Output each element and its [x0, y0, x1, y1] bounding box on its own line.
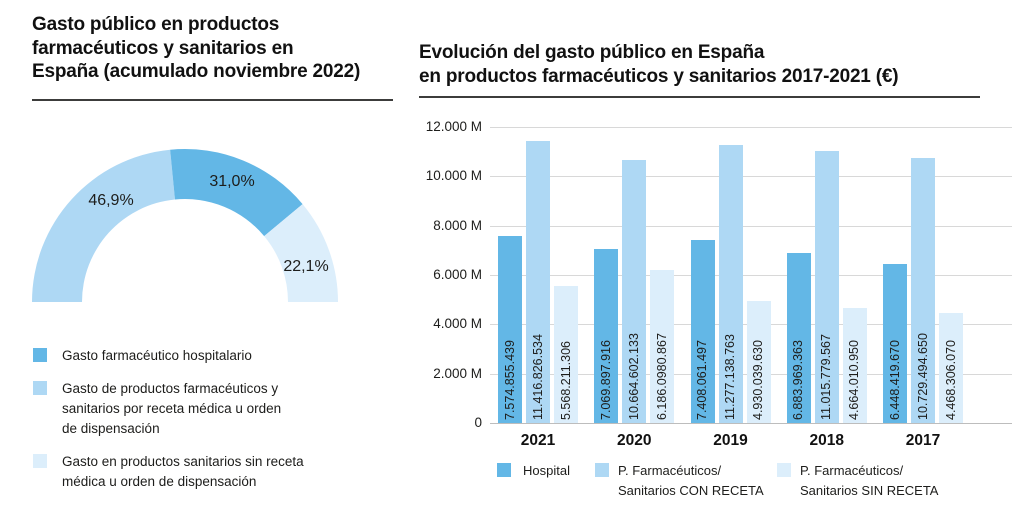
bar-2019-series-1 [718, 144, 743, 423]
bar-2021-series-0 [498, 236, 522, 423]
bar-2019-series-2 [746, 301, 771, 423]
bar-legend-label-0: Hospital [523, 463, 570, 478]
donut-percent-label-2: 22,1% [283, 258, 329, 275]
bar-2020-series-1 [622, 159, 647, 423]
bar-2020-series-0 [594, 248, 619, 423]
right-chart-title: Evolución del gasto público en España en… [419, 41, 899, 89]
bar-value-label: 6.186.0980.867 [654, 333, 669, 420]
bar-2018-series-0 [786, 253, 811, 423]
legend-swatch-icon [33, 381, 47, 395]
bar-2021-series-2 [554, 285, 578, 423]
legend-swatch-icon [33, 454, 47, 468]
bar-2017-series-0 [883, 263, 907, 423]
donut-segment-2 [264, 204, 338, 302]
bar-value-label: 7.069.897.916 [598, 340, 613, 420]
bar-2020-series-2 [650, 270, 675, 423]
donut-legend-item-2: Gasto en productos sanitarios sin receta… [33, 452, 395, 492]
x-axis-year-label-2017: 2017 [905, 432, 941, 449]
bar-2017-series-1 [911, 158, 935, 423]
bar-legend-label-1: P. Farmacéuticos/Sanitarios CON RECETA [618, 463, 764, 498]
left-title-rule [32, 99, 393, 101]
y-axis-tick-label: 8.000 M [433, 217, 482, 233]
left-title-line-2: farmacéuticos y sanitarios en [32, 37, 294, 59]
donut-legend-item-0: Gasto farmacéutico hospitalario [33, 346, 395, 366]
donut-percent-label-1: 31,0% [209, 173, 255, 190]
donut-segment-1 [170, 149, 303, 237]
bar-value-label: 4.930.039.630 [751, 340, 765, 420]
bar-value-label: 7.574.855.439 [502, 340, 517, 420]
x-axis-year-label-2019: 2019 [713, 432, 748, 449]
donut-legend-label: Gasto de productos farmacéuticos y sanita… [62, 381, 282, 436]
donut-percent-label-0: 46,9% [88, 192, 134, 209]
bar-value-label: 10.729.494.650 [915, 333, 930, 420]
bar-2021-series-1 [526, 141, 550, 423]
right-title-line-1: Evolución del gasto público en España [419, 42, 765, 63]
bar-value-label: 6.883.969.363 [791, 340, 806, 420]
donut-legend-label: Gasto en productos sanitarios sin receta… [62, 454, 304, 489]
gridline-12000 [490, 127, 1012, 128]
gridline-0 [490, 423, 1012, 424]
bar-value-label: 4.664.010.950 [847, 340, 862, 420]
y-axis-tick-label: 10.000 M [425, 168, 482, 184]
legend-swatch-icon [497, 463, 511, 477]
bar-2018-series-1 [814, 151, 839, 423]
y-axis-tick-label: 4.000 M [433, 316, 482, 332]
legend-swatch-icon [595, 463, 609, 477]
x-axis-year-label-2021: 2021 [520, 432, 556, 449]
legend-swatch-icon [777, 463, 791, 477]
y-axis-tick-label: 12.000 M [425, 119, 482, 134]
donut-legend: Gasto farmacéutico hospitalario Gasto de … [33, 346, 395, 505]
bar-2019-series-0 [690, 240, 715, 423]
right-title-line-2: en productos farmacéuticos y sanitarios … [419, 66, 899, 87]
y-axis-tick-label: 0 [474, 415, 482, 430]
bar-value-label: 11.277.138.763 [723, 334, 737, 420]
bar-2017-series-2 [939, 312, 963, 423]
donut-segment-0 [32, 149, 175, 302]
x-axis-year-label-2020: 2020 [617, 432, 652, 449]
bar-value-label: 6.448.419.670 [887, 340, 902, 420]
x-axis-year-label-2018: 2018 [809, 432, 844, 449]
left-title-line-1: Gasto público en productos [32, 14, 280, 35]
bar-value-label: 11.416.826.534 [530, 334, 545, 420]
donut-legend-item-1: Gasto de productos farmacéuticos y sanita… [33, 379, 395, 439]
right-title-rule [419, 96, 980, 98]
donut-svg [32, 149, 338, 302]
bar-value-label: 5.568.211.306 [558, 340, 573, 420]
y-axis-tick-label: 6.000 M [433, 267, 482, 282]
left-chart-title: Gasto público en productos farmacéuticos… [32, 13, 360, 84]
donut-legend-label: Gasto farmacéutico hospitalario [62, 348, 252, 363]
bar-2018-series-2 [842, 308, 867, 423]
gridline-10000 [490, 176, 1012, 178]
bar-value-label: 4.468.306.070 [943, 340, 958, 420]
y-axis-tick-label: 2.000 M [433, 365, 482, 381]
legend-swatch-icon [33, 348, 47, 362]
bar-value-label: 11.015.779.567 [819, 334, 834, 420]
bar-legend-label-2: P. Farmacéuticos/Sanitarios SIN RECETA [800, 463, 939, 498]
gridline-8000 [490, 225, 1012, 227]
bar-value-label: 7.408.061.497 [695, 340, 709, 420]
bar-value-label: 10.664.602.133 [626, 333, 641, 420]
left-title-line-3: España (acumulado noviembre 2022) [32, 61, 361, 82]
gridline-6000 [490, 275, 1012, 276]
semicircle-donut-chart: 46,9% 31,0% 22,1% [30, 149, 340, 304]
